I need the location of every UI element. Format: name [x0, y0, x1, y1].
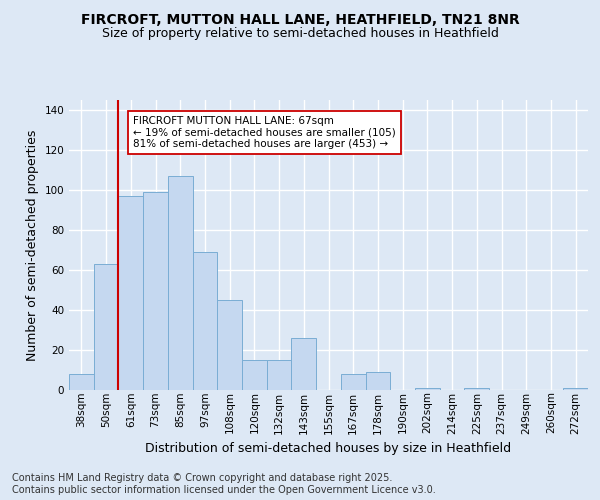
- Text: Size of property relative to semi-detached houses in Heathfield: Size of property relative to semi-detach…: [101, 28, 499, 40]
- X-axis label: Distribution of semi-detached houses by size in Heathfield: Distribution of semi-detached houses by …: [145, 442, 512, 455]
- Bar: [217, 300, 242, 390]
- Bar: [341, 374, 365, 390]
- Bar: [365, 372, 390, 390]
- Bar: [415, 388, 440, 390]
- Text: FIRCROFT MUTTON HALL LANE: 67sqm
← 19% of semi-detached houses are smaller (105): FIRCROFT MUTTON HALL LANE: 67sqm ← 19% o…: [133, 116, 396, 149]
- Bar: [242, 360, 267, 390]
- Bar: [267, 360, 292, 390]
- Text: Contains HM Land Registry data © Crown copyright and database right 2025.
Contai: Contains HM Land Registry data © Crown c…: [12, 474, 436, 495]
- Bar: [143, 192, 168, 390]
- Bar: [94, 264, 118, 390]
- Bar: [118, 196, 143, 390]
- Bar: [193, 252, 217, 390]
- Text: FIRCROFT, MUTTON HALL LANE, HEATHFIELD, TN21 8NR: FIRCROFT, MUTTON HALL LANE, HEATHFIELD, …: [80, 12, 520, 26]
- Bar: [292, 338, 316, 390]
- Bar: [563, 388, 588, 390]
- Bar: [168, 176, 193, 390]
- Bar: [69, 374, 94, 390]
- Bar: [464, 388, 489, 390]
- Y-axis label: Number of semi-detached properties: Number of semi-detached properties: [26, 130, 39, 360]
